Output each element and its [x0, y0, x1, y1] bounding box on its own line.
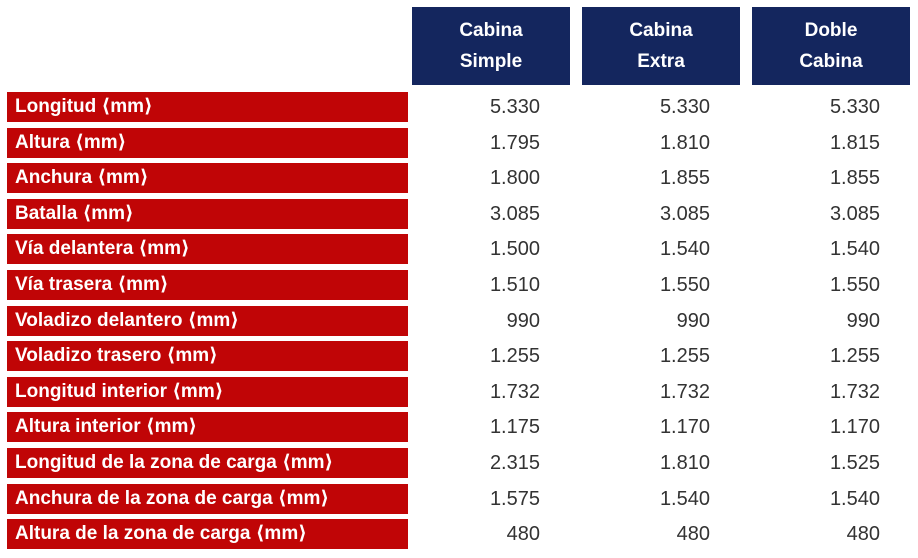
value-cell: 3.085 [829, 202, 880, 225]
table-row-via-delantera: Vía delantera ⟨mm⟩ 1.500 1.540 1.540 [7, 234, 918, 265]
table-row-anchura-zona-carga: Anchura de la zona de carga ⟨mm⟩ 1.575 1… [7, 483, 918, 514]
column-header-line: Cabina [459, 20, 523, 41]
table-row-altura: Altura ⟨mm⟩ 1.795 1.810 1.815 [7, 127, 918, 158]
column-header-line: Cabina [629, 20, 693, 41]
value-cell: 1.175 [489, 416, 540, 439]
value-cell: 1.810 [659, 451, 710, 474]
value-cell: 1.170 [659, 416, 710, 439]
value-cell: 1.255 [489, 345, 540, 368]
value-cell: 1.510 [489, 273, 540, 296]
value-cell: 1.575 [489, 487, 540, 510]
value-cell: 2.315 [489, 451, 540, 474]
value-cell: 1.540 [829, 238, 880, 261]
row-label: Longitud interior ⟨mm⟩ [7, 376, 408, 407]
row-label: Longitud de la zona de carga ⟨mm⟩ [7, 447, 408, 478]
table-row-altura-interior: Altura interior ⟨mm⟩ 1.175 1.170 1.170 [7, 412, 918, 443]
value-cell: 480 [506, 523, 540, 546]
value-cell: 1.170 [829, 416, 880, 439]
value-cell: 5.330 [489, 96, 540, 118]
value-cell: 1.815 [829, 131, 880, 154]
row-label: Altura interior ⟨mm⟩ [7, 412, 408, 443]
column-header-line: Cabina [799, 51, 863, 72]
column-header-doble-cabina: Doble Cabina [752, 7, 910, 85]
value-cell: 1.732 [829, 380, 880, 403]
row-label: Vía delantera ⟨mm⟩ [7, 234, 408, 265]
value-cell: 990 [676, 309, 710, 332]
row-label: Altura ⟨mm⟩ [7, 127, 408, 158]
table-row-altura-zona-carga: Altura de la zona de carga ⟨mm⟩ 480 480 … [7, 519, 918, 550]
table-row-longitud-interior: Longitud interior ⟨mm⟩ 1.732 1.732 1.732 [7, 376, 918, 407]
value-cell: 3.085 [489, 202, 540, 225]
table-row-longitud: Longitud ⟨mm⟩ 5.330 5.330 5.330 [7, 92, 918, 122]
table-row-via-trasera: Vía trasera ⟨mm⟩ 1.510 1.550 1.550 [7, 269, 918, 300]
table-row-voladizo-trasero: Voladizo trasero ⟨mm⟩ 1.255 1.255 1.255 [7, 341, 918, 372]
value-cell: 1.732 [489, 380, 540, 403]
row-label: Altura de la zona de carga ⟨mm⟩ [7, 519, 408, 550]
table-row-voladizo-delantero: Voladizo delantero ⟨mm⟩ 990 990 990 [7, 305, 918, 336]
row-label: Anchura de la zona de carga ⟨mm⟩ [7, 483, 408, 514]
value-cell: 1.550 [829, 273, 880, 296]
value-cell: 1.810 [659, 131, 710, 154]
table-row-anchura: Anchura ⟨mm⟩ 1.800 1.855 1.855 [7, 163, 918, 194]
column-header-line: Extra [637, 51, 685, 72]
table-row-longitud-zona-carga: Longitud de la zona de carga ⟨mm⟩ 2.315 … [7, 447, 918, 478]
table-row-batalla: Batalla ⟨mm⟩ 3.085 3.085 3.085 [7, 198, 918, 229]
value-cell: 1.855 [659, 167, 710, 190]
value-cell: 1.255 [829, 345, 880, 368]
row-label: Longitud ⟨mm⟩ [7, 92, 408, 122]
row-label: Vía trasera ⟨mm⟩ [7, 269, 408, 300]
value-cell: 1.855 [829, 167, 880, 190]
value-cell: 1.255 [659, 345, 710, 368]
value-cell: 1.540 [659, 487, 710, 510]
value-cell: 1.500 [489, 238, 540, 261]
value-cell: 5.330 [829, 96, 880, 118]
value-cell: 1.540 [829, 487, 880, 510]
value-cell: 1.550 [659, 273, 710, 296]
column-header-line: Simple [459, 51, 523, 72]
row-label: Batalla ⟨mm⟩ [7, 198, 408, 229]
row-label: Voladizo trasero ⟨mm⟩ [7, 341, 408, 372]
value-cell: 480 [676, 523, 710, 546]
value-cell: 3.085 [659, 202, 710, 225]
value-cell: 1.795 [489, 131, 540, 154]
column-header-line: Doble [804, 20, 858, 41]
column-header-cabina-simple: Cabina Simple [412, 7, 570, 85]
header-label-spacer [7, 7, 412, 85]
row-label: Anchura ⟨mm⟩ [7, 163, 408, 194]
value-cell: 480 [846, 523, 880, 546]
value-cell: 1.525 [829, 451, 880, 474]
column-header-cabina-extra: Cabina Extra [582, 7, 740, 85]
value-cell: 990 [846, 309, 880, 332]
value-cell: 5.330 [659, 96, 710, 118]
table-header-row: Cabina Simple Cabina Extra Doble Cabina [7, 7, 918, 85]
value-cell: 990 [506, 309, 540, 332]
value-cell: 1.800 [489, 167, 540, 190]
value-cell: 1.540 [659, 238, 710, 261]
value-cell: 1.732 [659, 380, 710, 403]
row-label: Voladizo delantero ⟨mm⟩ [7, 305, 408, 336]
